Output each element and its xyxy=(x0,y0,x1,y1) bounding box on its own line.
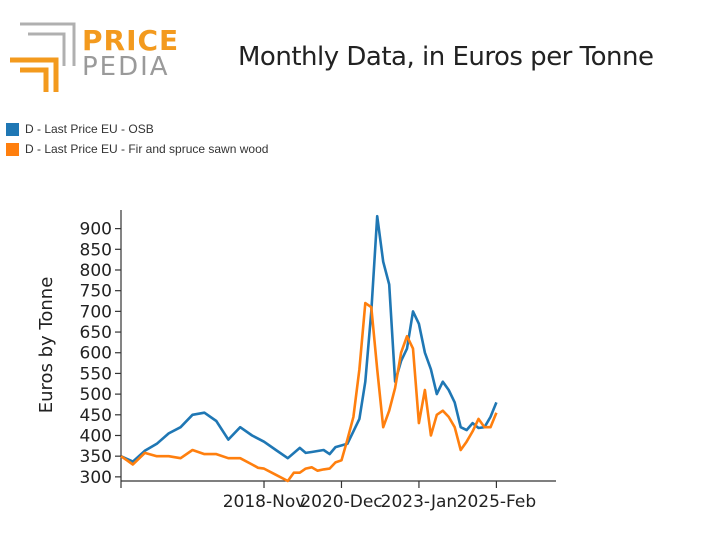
y-tick-label: 300 xyxy=(80,468,112,488)
x-tick-label: 2023-Jan xyxy=(381,492,458,512)
y-tick-label: 650 xyxy=(80,323,112,343)
pricepedia-logo: PRICE PEDIA xyxy=(8,22,178,94)
y-tick-label: 600 xyxy=(80,344,112,364)
legend-item-osb[interactable]: D - Last Price EU - OSB xyxy=(6,119,268,139)
y-tick-label: 350 xyxy=(80,447,112,467)
y-axis-title: Euros by Tonne xyxy=(36,277,57,414)
legend-swatch-osb xyxy=(6,122,19,136)
legend: D - Last Price EU - OSB D - Last Price E… xyxy=(6,119,268,159)
y-tick-label: 500 xyxy=(80,385,112,405)
x-tick-label: 2020-Dec xyxy=(300,492,382,512)
series-layer xyxy=(120,214,498,483)
y-tick-label: 800 xyxy=(80,261,112,281)
x-tick-label: 2018-Nov xyxy=(223,492,306,512)
y-tick-label: 700 xyxy=(80,302,112,322)
logo-word-price: PRICE xyxy=(82,24,180,57)
y-tick-label: 900 xyxy=(80,220,112,240)
y-tick-label: 850 xyxy=(80,240,112,260)
legend-swatch-fir-spruce xyxy=(6,142,19,156)
legend-label-fir-spruce: D - Last Price EU - Fir and spruce sawn … xyxy=(25,142,269,156)
legend-item-fir-spruce[interactable]: D - Last Price EU - Fir and spruce sawn … xyxy=(6,139,268,159)
logo-word-pedia: PEDIA xyxy=(82,52,170,82)
y-tick-label: 450 xyxy=(80,406,112,426)
legend-label-osb: D - Last Price EU - OSB xyxy=(25,122,154,136)
y-tick-label: 400 xyxy=(80,426,112,446)
logo-mark-icon xyxy=(10,22,76,92)
y-tick-label: 750 xyxy=(80,282,112,302)
chart-title: Monthly Data, in Euros per Tonne xyxy=(238,42,654,72)
x-tick-label: 2025-Feb xyxy=(457,492,537,512)
y-tick-label: 550 xyxy=(80,364,112,384)
series-line-fir-spruce xyxy=(120,301,498,483)
series-line-osb xyxy=(120,214,498,463)
